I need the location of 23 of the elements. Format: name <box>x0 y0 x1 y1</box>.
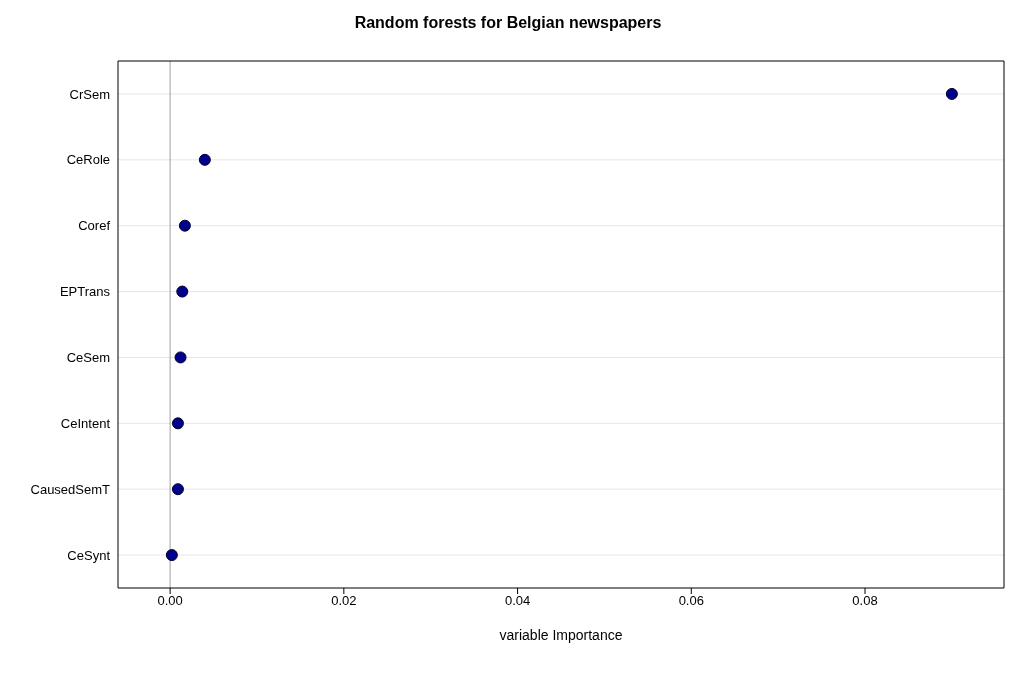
point <box>171 417 184 430</box>
x-tick-label: 0.04 <box>504 593 531 609</box>
x-axis-title: variable Importance <box>499 627 623 643</box>
x-tick-label: 0.00 <box>157 593 183 609</box>
point <box>171 483 184 496</box>
point <box>176 285 189 298</box>
point <box>174 351 187 364</box>
x-tick-label: 0.06 <box>678 593 704 609</box>
y-tick-label: CeRole <box>66 152 110 168</box>
point <box>198 153 211 166</box>
y-tick-label: CeSem <box>66 350 110 366</box>
y-tick-label: EPTrans <box>59 284 111 300</box>
point <box>178 219 191 232</box>
y-tick-label: CrSem <box>69 86 110 102</box>
chart-title: Random forests for Belgian newspapers <box>353 13 663 33</box>
point <box>165 549 178 562</box>
x-tick-label: 0.08 <box>852 593 878 609</box>
y-tick-label: CeIntent <box>60 415 111 431</box>
point <box>945 87 958 100</box>
y-tick-label: Coref <box>78 218 111 234</box>
x-tick-label: 0.02 <box>331 593 357 609</box>
y-tick-label: CeSynt <box>67 547 111 563</box>
y-tick-label: CausedSemT <box>30 481 111 497</box>
